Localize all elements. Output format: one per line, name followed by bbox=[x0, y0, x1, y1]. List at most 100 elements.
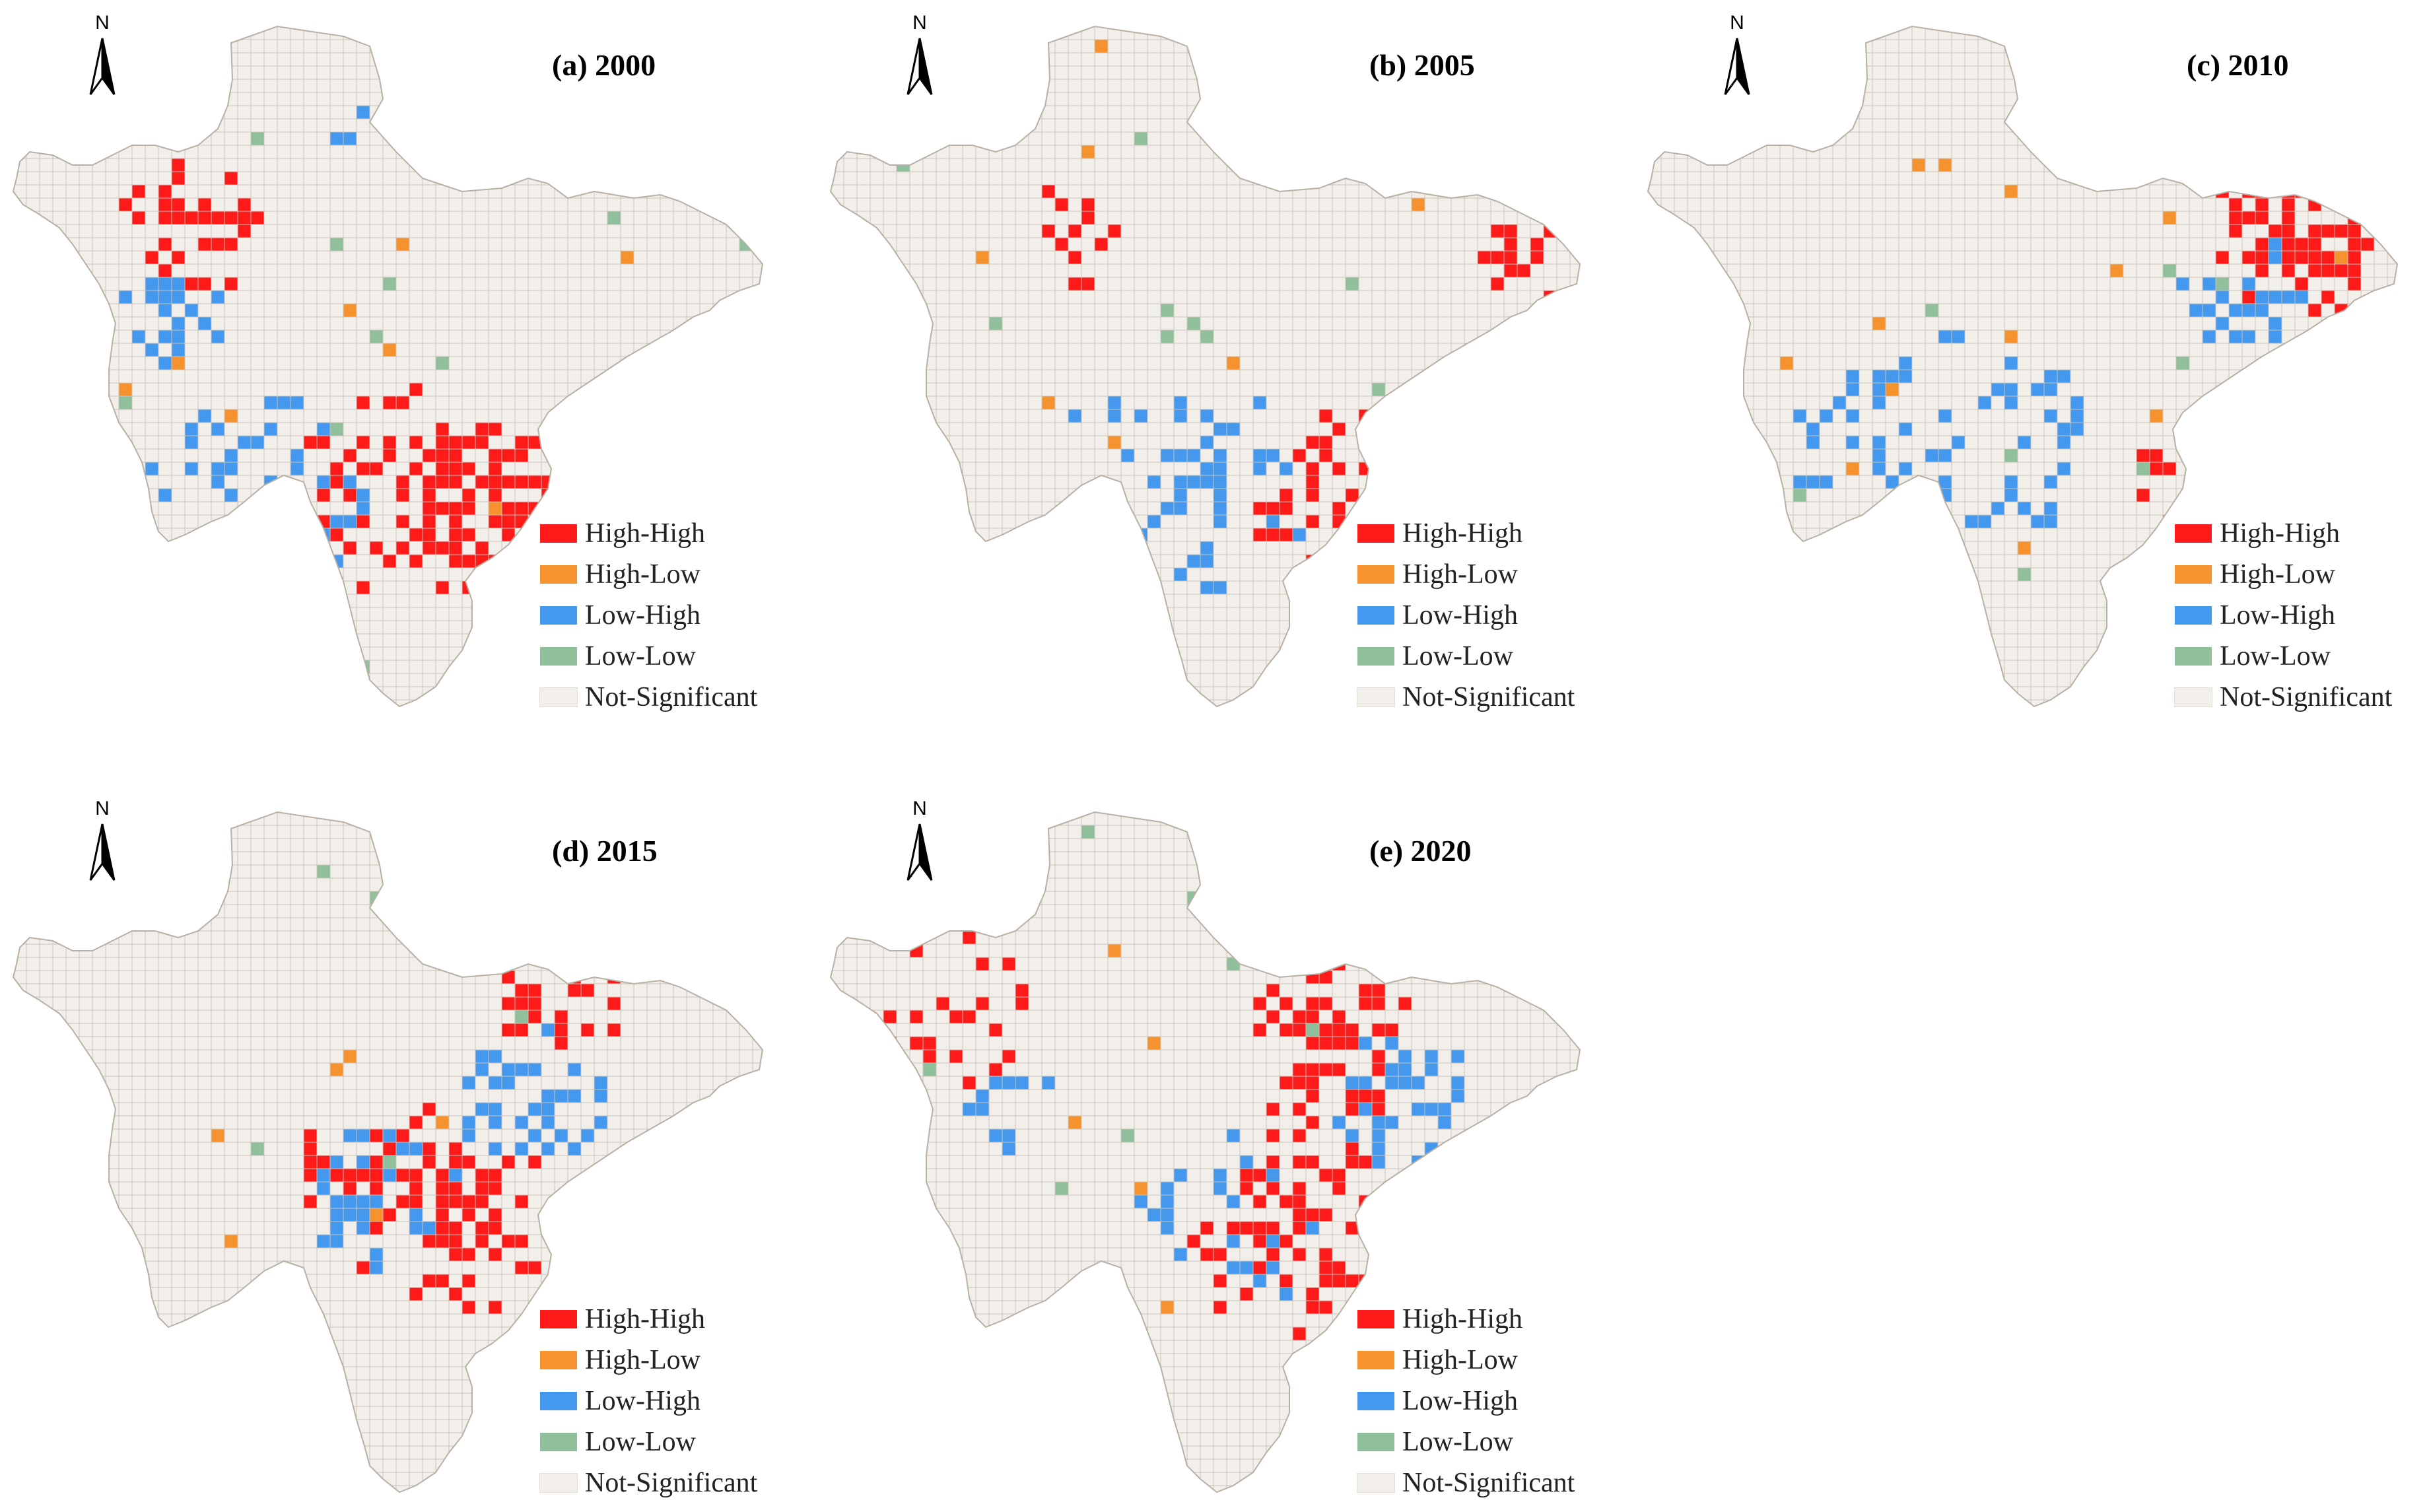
grid-cell-high-high bbox=[462, 1248, 475, 1261]
grid-cell-high-high bbox=[2282, 158, 2295, 172]
grid-cell-high-high bbox=[462, 528, 475, 541]
grid-cell-high-low bbox=[119, 383, 132, 396]
grid-cell-high-high bbox=[2229, 198, 2242, 211]
grid-cell-high-high bbox=[2321, 291, 2335, 304]
grid-cell-high-high bbox=[1280, 1274, 1293, 1288]
grid-cell-high-high bbox=[1253, 1023, 1266, 1037]
grid-cell-low-high bbox=[1820, 475, 1833, 489]
legend-label: High-Low bbox=[1402, 559, 1518, 590]
map-outline bbox=[829, 25, 1581, 708]
grid-cell-low-high bbox=[1214, 423, 1227, 436]
grid-cell-high-high bbox=[1266, 984, 1280, 997]
grid-cell-high-low bbox=[1544, 53, 1557, 66]
legend-swatch bbox=[540, 565, 577, 584]
north-label: N bbox=[95, 798, 110, 819]
grid-cell-high-high bbox=[1372, 984, 1385, 997]
grid-cell-high-high bbox=[1359, 1155, 1372, 1169]
grid-cell-low-high bbox=[1161, 1221, 1174, 1235]
grid-cell-high-high bbox=[317, 436, 330, 449]
grid-cell-low-low bbox=[2018, 568, 2031, 581]
grid-cell-low-high bbox=[1214, 1169, 1227, 1182]
grid-cell-high-high bbox=[2255, 251, 2269, 264]
grid-cell-low-low bbox=[1002, 825, 1015, 839]
grid-cell-high-high bbox=[2361, 238, 2374, 251]
grid-cell-high-high bbox=[1504, 224, 1517, 238]
grid-cell-low-high bbox=[343, 1129, 357, 1142]
grid-cell-low-high bbox=[2255, 291, 2269, 304]
grid-cell-low-low bbox=[817, 1195, 831, 1208]
grid-cell-low-low bbox=[1938, 660, 1952, 673]
grid-cell-high-low bbox=[1134, 1182, 1147, 1195]
grid-cell-low-low bbox=[1859, 621, 1872, 634]
grid-cell-high-high bbox=[2242, 251, 2255, 264]
grid-cell-high-high bbox=[449, 502, 462, 515]
grid-cell-high-high bbox=[2308, 304, 2321, 317]
grid-cell-high-low bbox=[1108, 944, 1121, 957]
grid-cell-low-low bbox=[817, 647, 831, 660]
grid-cell-low-high bbox=[502, 1076, 515, 1089]
grid-cell-low-high bbox=[1872, 370, 1886, 383]
grid-cell-high-high bbox=[1359, 1089, 1372, 1103]
map-panel-e: N (e) 2020 High-High High-Low Low-High Low-… bbox=[817, 786, 1616, 1512]
grid-cell-low-low bbox=[1793, 489, 1806, 502]
grid-cell-low-high bbox=[2229, 330, 2242, 343]
grid-cell-low-high bbox=[383, 1129, 396, 1142]
grid-cell-low-high bbox=[1938, 541, 1952, 555]
grid-cell-high-high bbox=[1517, 264, 1530, 277]
grid-cell-low-low bbox=[1780, 594, 1793, 607]
grid-cell-low-high bbox=[1266, 449, 1280, 462]
grid-cell-low-high bbox=[1793, 409, 1806, 423]
grid-cell-high-high bbox=[357, 515, 370, 528]
grid-cell-high-high bbox=[383, 396, 396, 409]
grid-cell-high-high bbox=[528, 475, 541, 489]
map-panel-b: N (b) 2005 High-High High-Low Low-High Low-… bbox=[817, 0, 1616, 753]
grid-cell-low-low bbox=[515, 1010, 528, 1023]
grid-cell-high-high bbox=[409, 1195, 423, 1208]
grid-cell-low-high bbox=[1833, 396, 1846, 409]
grid-cell-low-high bbox=[1978, 396, 1991, 409]
grid-cell-high-high bbox=[2163, 515, 2176, 528]
grid-cell-low-high bbox=[1227, 423, 1240, 436]
grid-cell-high-high bbox=[172, 172, 185, 185]
legend-label: Low-Low bbox=[585, 641, 696, 671]
legend-swatch bbox=[1357, 1351, 1394, 1369]
grid-cell-high-high bbox=[436, 502, 449, 515]
grid-cell-low-high bbox=[172, 291, 185, 304]
grid-cell-high-high bbox=[2308, 172, 2321, 185]
grid-cell-low-high bbox=[1161, 1208, 1174, 1221]
grid-cell-high-low bbox=[343, 304, 357, 317]
grid-cell-high-high bbox=[1253, 1169, 1266, 1182]
grid-cell-low-high bbox=[1872, 436, 1886, 449]
grid-cell-low-high bbox=[211, 568, 224, 581]
grid-cell-high-high bbox=[489, 555, 502, 568]
grid-cell-high-high bbox=[963, 931, 976, 944]
grid-cell-low-high bbox=[1872, 396, 1886, 409]
legend-label: Low-Low bbox=[1402, 641, 1513, 671]
grid-cell-high-high bbox=[502, 475, 515, 489]
legend-swatch bbox=[539, 687, 578, 707]
legend-label: Low-Low bbox=[2220, 641, 2331, 671]
grid-cell-low-high bbox=[2216, 317, 2229, 330]
grid-cell-low-high bbox=[541, 1023, 555, 1037]
grid-cell-high-high bbox=[1068, 277, 1081, 291]
grid-cell-low-high bbox=[1200, 475, 1214, 489]
grid-cell-high-high bbox=[1280, 1076, 1293, 1089]
grid-cell-high-high bbox=[963, 1076, 976, 1089]
grid-cell-high-low bbox=[1240, 825, 1253, 839]
grid-cell-low-low bbox=[383, 1155, 396, 1169]
panel-title: (e) 2020 bbox=[1369, 834, 1472, 868]
grid-cell-high-high bbox=[1266, 1155, 1280, 1169]
grid-cell-high-high bbox=[489, 475, 502, 489]
grid-cell-high-high bbox=[396, 1169, 409, 1182]
grid-cell-high-low bbox=[673, 40, 687, 53]
legend-label: Low-High bbox=[1402, 600, 1518, 631]
grid-cell-low-low bbox=[528, 1327, 541, 1340]
grid-cell-high-high bbox=[1359, 1221, 1372, 1235]
grid-cell-high-high bbox=[1293, 1129, 1306, 1142]
grid-cell-high-high bbox=[2176, 502, 2189, 515]
grid-cell-high-high bbox=[489, 423, 502, 436]
grid-cell-high-low bbox=[660, 462, 673, 475]
grid-cell-high-low bbox=[2004, 185, 2018, 198]
grid-cell-high-high bbox=[238, 211, 251, 224]
legend-label: High-High bbox=[2220, 518, 2340, 549]
